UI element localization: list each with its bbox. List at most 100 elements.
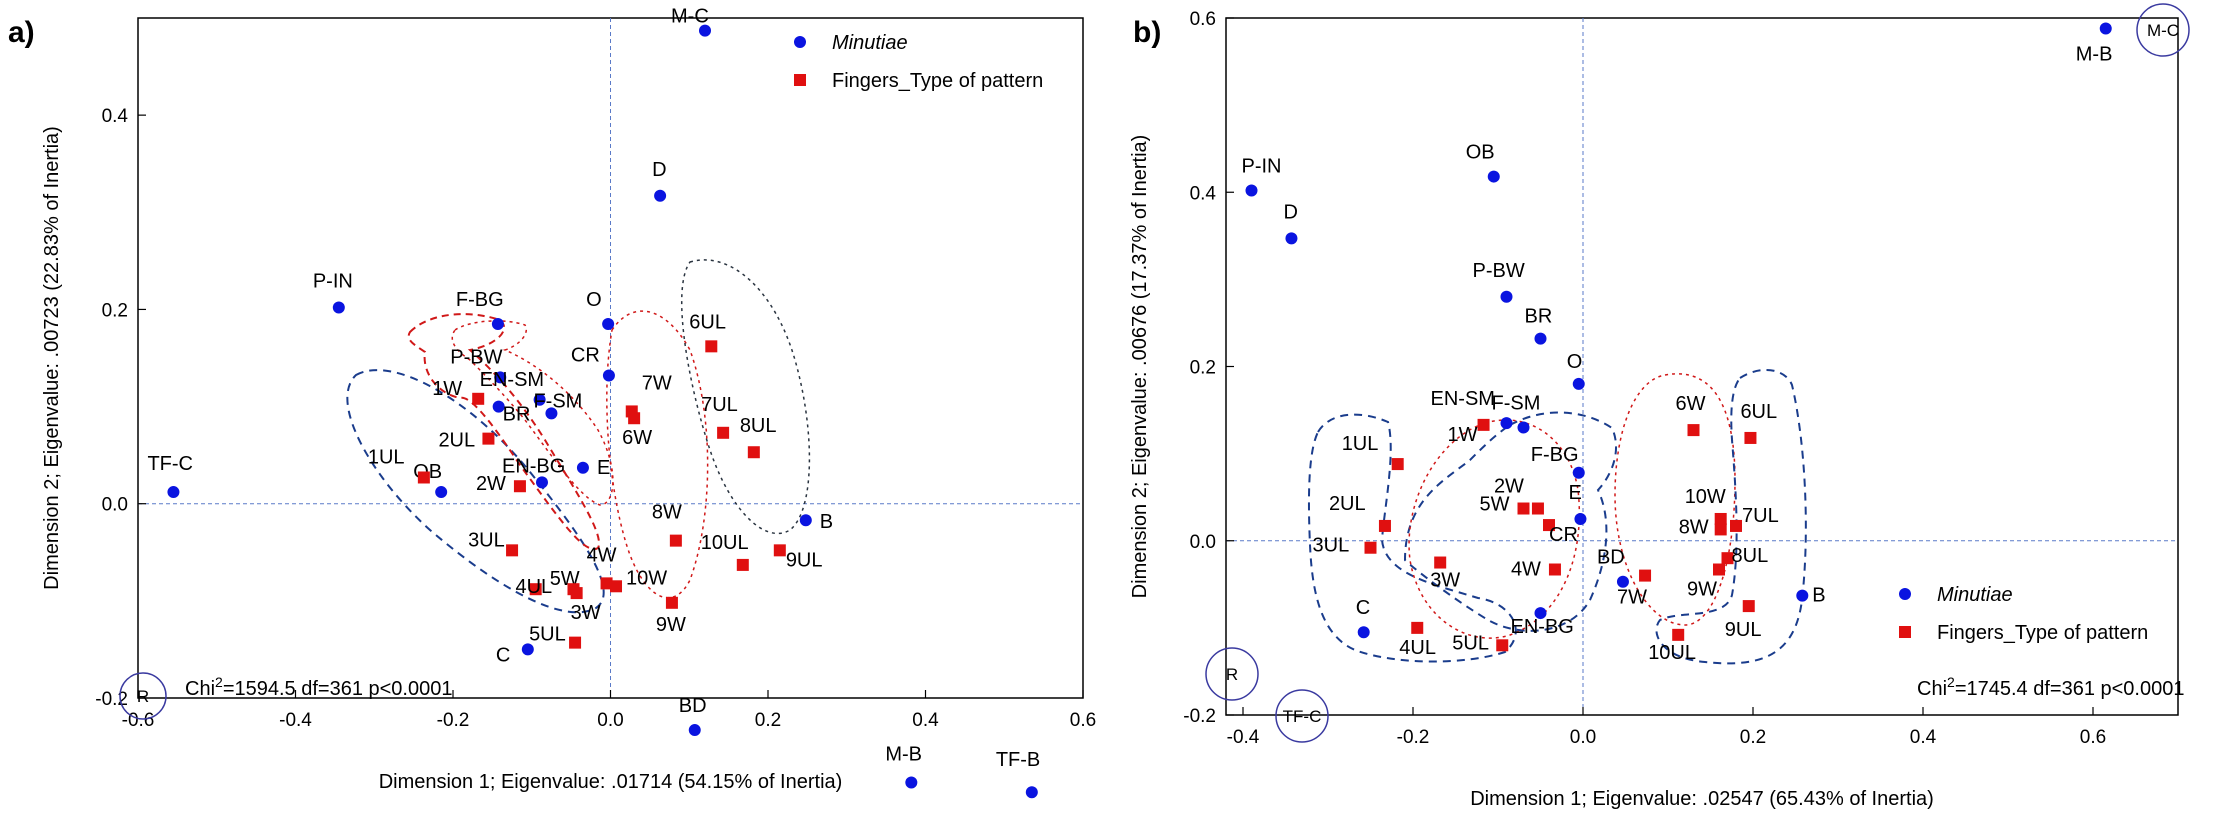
- point-label-br: BR: [503, 404, 531, 426]
- minutiae-point-e: [1574, 512, 1587, 525]
- point-label-10w: 10W: [626, 567, 667, 589]
- minutiae-point-o: [602, 318, 615, 330]
- minutiae-point-tf-b: [1025, 786, 1038, 799]
- pattern-point-cr: [1543, 519, 1555, 532]
- minutiae-point-f-bg: [491, 318, 504, 330]
- minutiae-point-p-in: [1245, 184, 1258, 197]
- point-label-f-bg: F-BG: [456, 289, 504, 311]
- point-label-9ul: 9UL: [1725, 619, 1762, 641]
- point-label-ob: OB: [1466, 142, 1495, 164]
- point-label-2ul: 2UL: [1329, 493, 1366, 515]
- point-label-10ul: 10UL: [1648, 642, 1696, 664]
- x-tick-label: -0.4: [279, 710, 312, 731]
- pattern-point-3ul: [1364, 541, 1377, 554]
- point-label-1ul: 1UL: [1342, 433, 1379, 455]
- minutiae-point-bd: [1616, 575, 1629, 588]
- pattern-point-6w: [628, 412, 641, 425]
- point-label-8w: 8W: [1679, 516, 1709, 538]
- point-label-en-bg: EN-BG: [1511, 616, 1574, 638]
- chi-superscript: 2: [1947, 674, 1955, 690]
- point-label-cr: CR: [571, 344, 600, 366]
- pattern-point-8ul: [1721, 552, 1734, 565]
- pattern-point-10ul: [1672, 628, 1685, 641]
- minutiae-point-m-b: [905, 776, 918, 789]
- x-tick-label: -0.4: [1227, 727, 1260, 748]
- pattern-point-3w: [570, 587, 583, 600]
- chi-square-annotation: Chi2=1745.4 df=361 p<0.0001: [1917, 674, 2184, 700]
- minutiae-point-p-bw: [1500, 290, 1513, 303]
- pattern-point-4w: [600, 577, 613, 590]
- minutiae-point-d: [1285, 232, 1298, 245]
- pattern-point-6ul: [1744, 431, 1757, 444]
- point-label-4w: 4W: [1511, 559, 1541, 581]
- corner-label-r: R: [137, 687, 149, 706]
- point-label-1ul: 1UL: [368, 446, 405, 468]
- point-label-p-bw: P-BW: [450, 346, 502, 368]
- point-label-e: E: [597, 457, 610, 479]
- point-label-9ul: 9UL: [786, 549, 823, 571]
- point-label-m-b: M-B: [885, 744, 922, 766]
- corner-label-m-c: M-C: [2147, 21, 2179, 40]
- point-label-4ul: 4UL: [1399, 637, 1436, 659]
- point-label-8w: 8W: [652, 502, 682, 524]
- point-label-7w: 7W: [642, 372, 672, 394]
- point-label-br: BR: [1525, 306, 1553, 328]
- pattern-point-10w: [610, 580, 623, 593]
- pattern-point-3ul: [506, 544, 519, 557]
- minutiae-point-f-bg: [1572, 466, 1585, 479]
- y-tick-label: -0.2: [1183, 706, 1216, 727]
- pattern-point-7w: [1639, 569, 1652, 582]
- point-label-5ul: 5UL: [1452, 632, 1489, 654]
- minutiae-point-b: [799, 514, 812, 527]
- point-label-bd: BD: [1597, 547, 1625, 569]
- minutiae-point-m-c: [699, 24, 711, 37]
- point-label-6ul: 6UL: [1740, 401, 1777, 423]
- point-label-en-bg: EN-BG: [502, 455, 565, 477]
- point-label-p-in: P-IN: [1242, 156, 1282, 178]
- minutiae-point-p-bw: [494, 371, 507, 384]
- pattern-point-5ul: [569, 636, 582, 649]
- pattern-point-10ul: [736, 558, 749, 571]
- cluster-outline: [681, 259, 811, 535]
- minutiae-point-p-in: [332, 301, 345, 314]
- point-label-b: B: [1812, 585, 1825, 607]
- point-label-1w: 1W: [432, 378, 462, 400]
- cluster-outline: [346, 369, 605, 614]
- pattern-point-5ul: [1496, 639, 1509, 652]
- y-tick-label: 0.6: [1190, 9, 1216, 30]
- x-tick-label: 0.4: [1910, 727, 1937, 748]
- minutiae-point-o: [1572, 377, 1585, 390]
- minutiae-point-tf-c: [167, 486, 180, 499]
- point-label-1w: 1W: [1448, 424, 1478, 446]
- minutiae-point-ob: [1487, 170, 1500, 183]
- point-label-3ul: 3UL: [1313, 535, 1350, 557]
- legend-label-fingers-type-of-pattern: Fingers_Type of pattern: [832, 70, 1043, 92]
- pattern-point-4ul: [1411, 621, 1424, 634]
- x-tick-label: -0.2: [437, 710, 470, 731]
- pattern-point-9w: [1713, 563, 1725, 576]
- minutiae-point-f-sm: [545, 407, 558, 420]
- y-tick-label: 0.0: [102, 495, 128, 516]
- legend-marker-pattern: [1899, 626, 1911, 638]
- point-label-6w: 6W: [622, 427, 652, 449]
- minutiae-point-c: [521, 643, 534, 656]
- pattern-point-6ul: [705, 340, 718, 353]
- point-label-7w: 7W: [1617, 587, 1647, 609]
- corner-circle: [1205, 647, 1259, 701]
- point-label-en-sm: EN-SM: [480, 369, 544, 391]
- legend-marker-minutiae: [794, 36, 806, 48]
- minutiae-point-br: [1534, 332, 1547, 345]
- point-label-2ul: 2UL: [438, 430, 475, 452]
- cluster-outline: [1307, 413, 1517, 663]
- minutiae-point-f-sm: [1517, 421, 1530, 434]
- point-label-4ul: 4UL: [515, 576, 552, 598]
- point-label-9w: 9W: [1687, 579, 1717, 601]
- cluster-outline: [606, 310, 709, 599]
- point-label-bd: BD: [679, 695, 707, 717]
- minutiae-point-en-sm: [1500, 417, 1513, 430]
- chi-prefix: Chi: [1917, 678, 1947, 700]
- panel-label: a): [8, 16, 35, 49]
- pattern-point-7ul: [1730, 519, 1742, 532]
- point-label-2w: 2W: [1494, 476, 1524, 498]
- point-label-7ul: 7UL: [701, 394, 738, 416]
